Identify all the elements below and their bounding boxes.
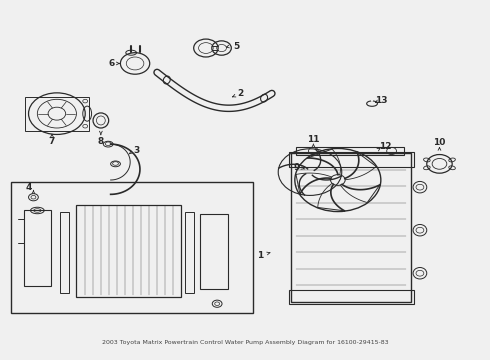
Bar — [200, 214, 228, 289]
Text: 13: 13 — [374, 96, 387, 105]
Bar — [76, 205, 181, 297]
Bar — [185, 212, 194, 293]
Text: 11: 11 — [307, 135, 319, 144]
Text: 8: 8 — [98, 137, 104, 146]
Bar — [289, 152, 414, 167]
Bar — [296, 147, 404, 155]
Text: 4: 4 — [26, 183, 32, 192]
Text: 3: 3 — [133, 146, 140, 155]
Bar — [292, 153, 411, 302]
Text: 1: 1 — [258, 251, 264, 260]
Bar — [24, 211, 51, 286]
Text: 2003 Toyota Matrix Powertrain Control Water Pump Assembly Diagram for 16100-2941: 2003 Toyota Matrix Powertrain Control Wa… — [102, 339, 388, 345]
Bar — [25, 97, 89, 131]
Text: 6: 6 — [108, 59, 115, 68]
Text: 10: 10 — [433, 138, 445, 147]
Bar — [289, 290, 414, 304]
Bar — [11, 182, 253, 313]
Text: 2: 2 — [237, 89, 243, 98]
Bar — [60, 212, 69, 293]
Text: 9: 9 — [294, 163, 300, 172]
Text: 12: 12 — [379, 142, 392, 151]
Text: 5: 5 — [233, 42, 239, 51]
Text: 7: 7 — [49, 137, 55, 146]
